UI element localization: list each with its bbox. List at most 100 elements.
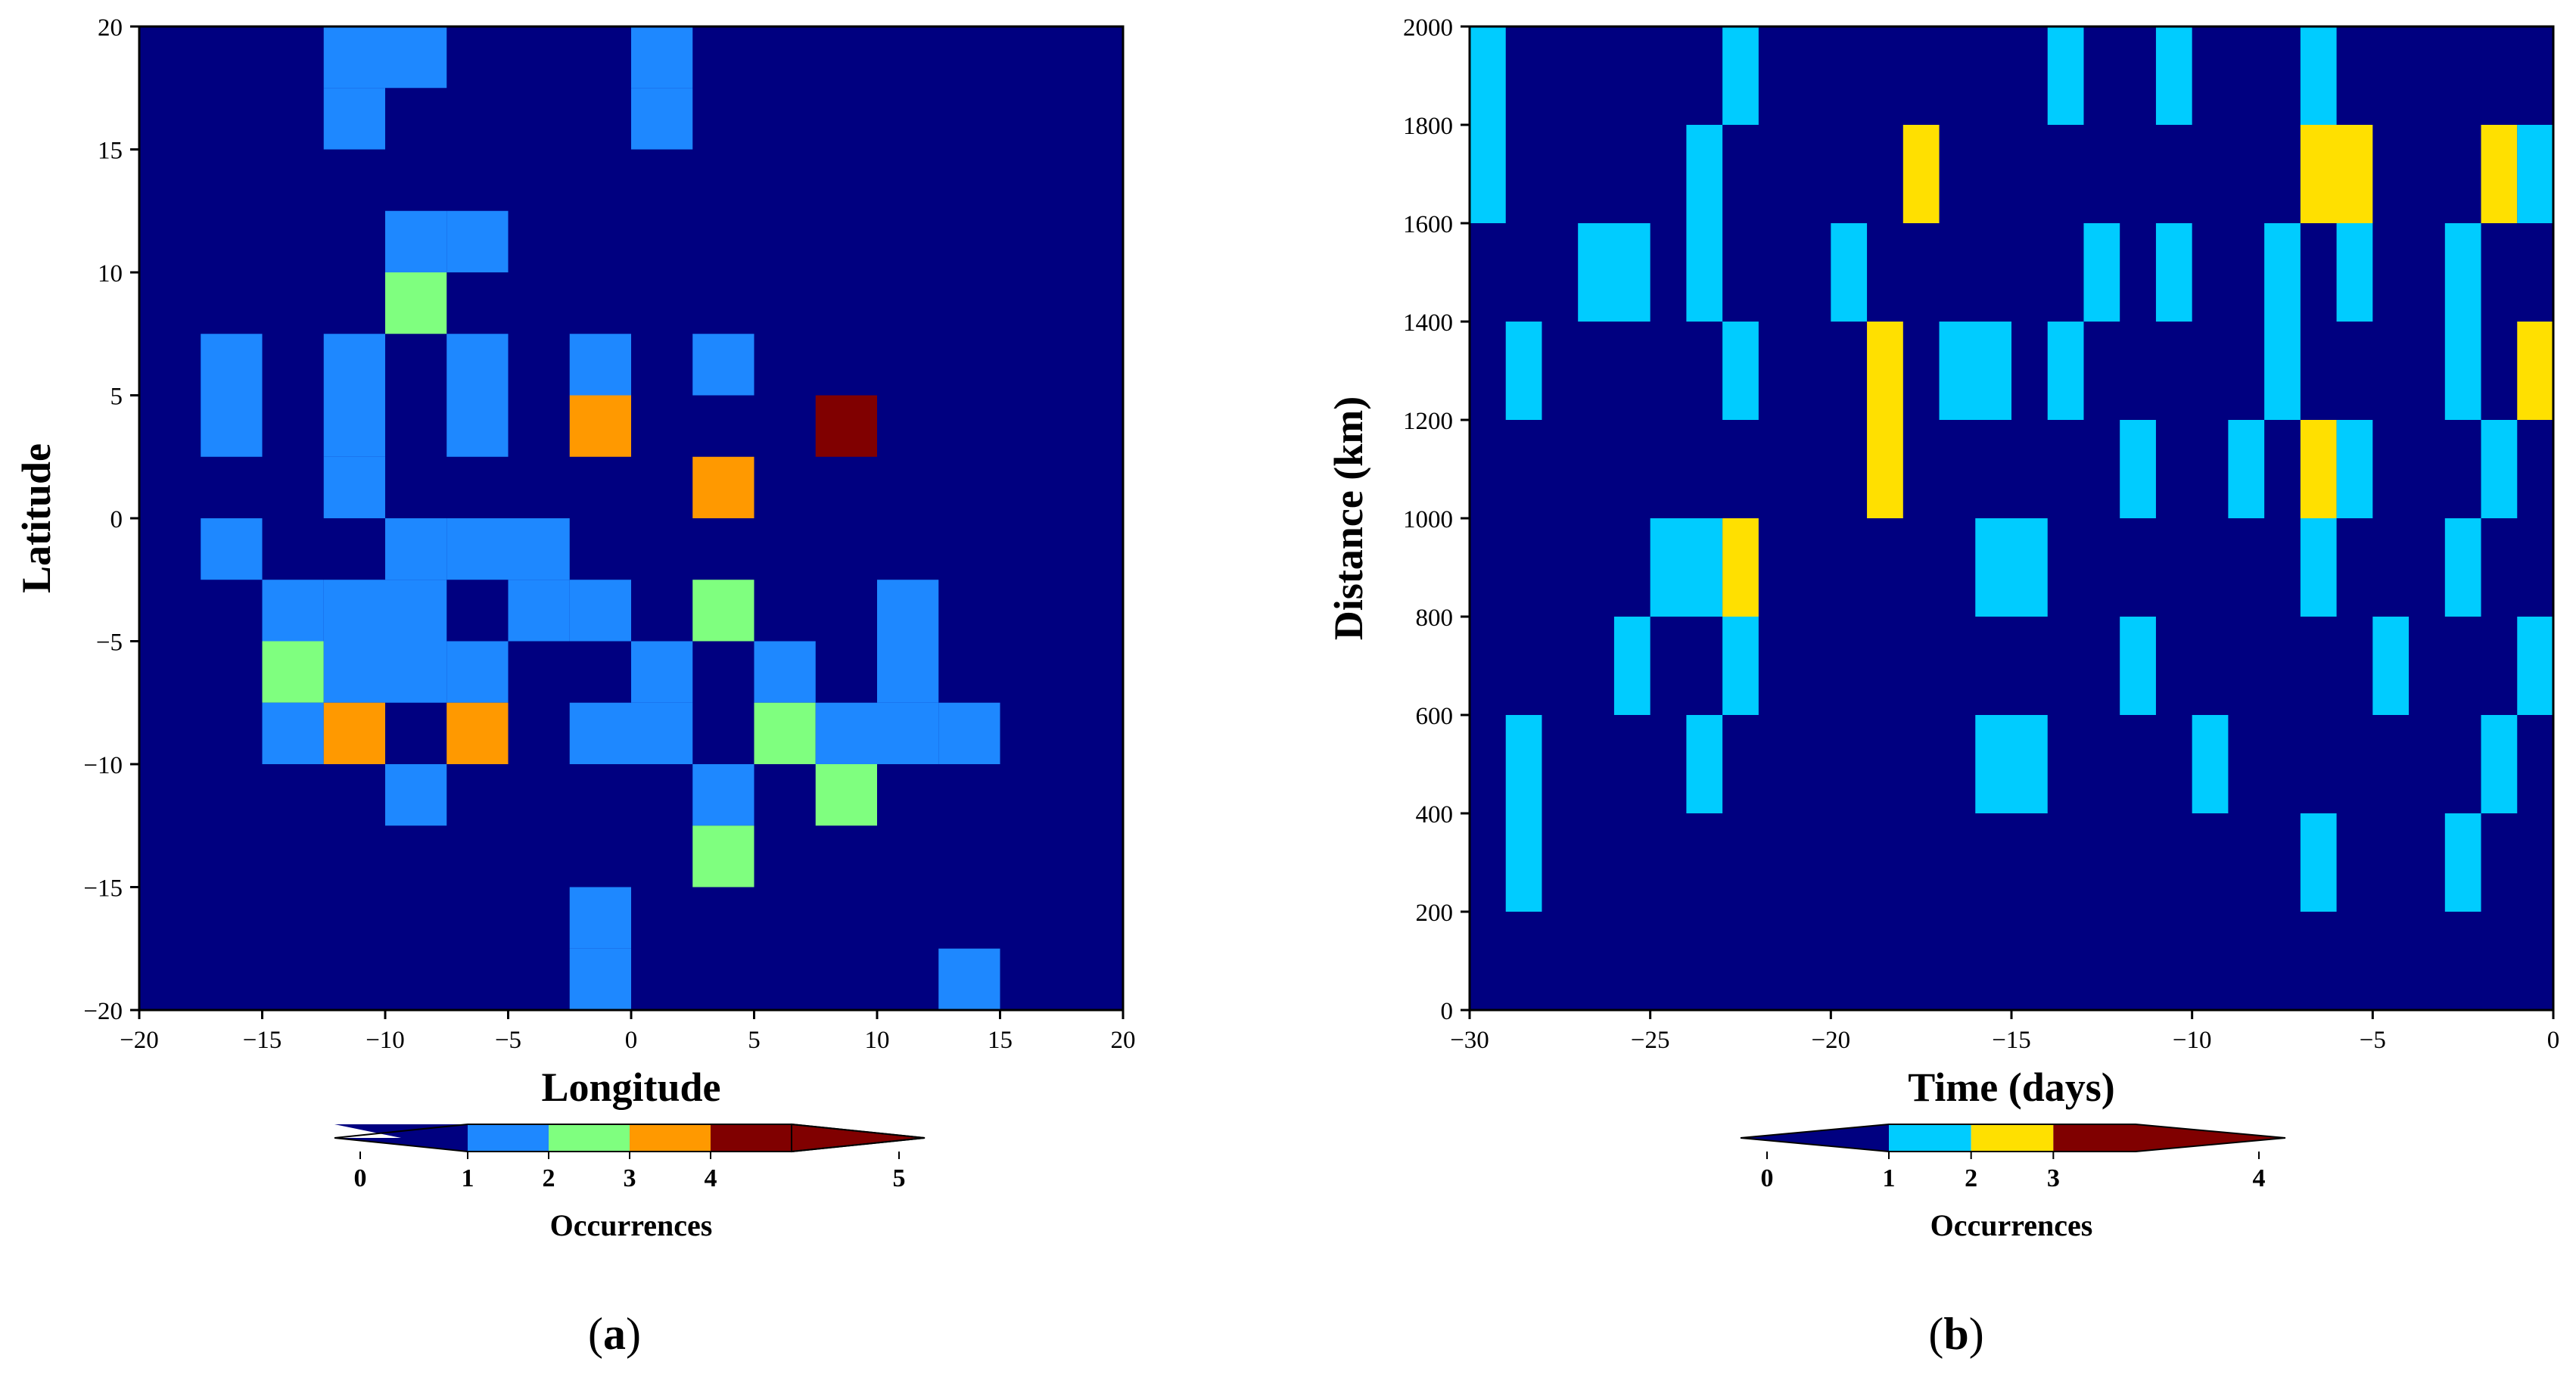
panel-a-cell <box>385 580 447 642</box>
panel-a-cell <box>323 88 385 150</box>
panel-a-cell <box>692 456 754 518</box>
panel-a-cell <box>446 702 509 764</box>
panel-b-cell <box>2444 813 2481 912</box>
panel-b-cell <box>2228 420 2265 518</box>
panel-b-cell <box>1939 322 2011 420</box>
panel-a-plot-background <box>139 26 1123 1010</box>
panel-b-cell <box>2300 518 2337 617</box>
panel-a-cell <box>262 702 324 764</box>
panel-b-x-tick-label: −5 <box>2360 1027 2386 1054</box>
panel-a-x-tick-label: 10 <box>865 1027 890 1054</box>
panel-b-x-tick-label: −10 <box>2173 1027 2212 1054</box>
panel-a-cell <box>385 210 447 272</box>
panel-a-cell <box>877 702 939 764</box>
panel-a-label: (a) <box>588 1309 641 1359</box>
panel-a-colorbar-tick-label: 2 <box>543 1164 555 1192</box>
panel-a-y-tick-label: 10 <box>98 260 123 288</box>
panel-b-cell <box>2336 420 2373 518</box>
panel-a-cell <box>938 948 1000 1010</box>
panel-b-y-axis-label: Distance (km) <box>1326 396 1371 640</box>
panel-b-y-tick-label: 2000 <box>1403 14 1453 42</box>
panel-a-colorbar-tick-label: 3 <box>624 1164 636 1192</box>
panel-b-x-axis-label: Time (days) <box>1908 1065 2115 1110</box>
panel-a-cell <box>323 641 385 703</box>
panel-b-x-axis: −30 −25 −20 −15 −10 −5 0 <box>1450 1010 2559 1054</box>
panel-b-cell <box>1722 26 1759 125</box>
panel-b-colorbar-segment <box>2053 1124 2136 1152</box>
panel-a-cell <box>262 641 324 703</box>
panel-b-colorbar-ticks: 0 1 2 3 4 <box>1761 1152 2266 1192</box>
panel-a-colorbar-tick-label: 1 <box>462 1164 474 1192</box>
panel-a-cell <box>569 887 631 949</box>
panel-b-cell <box>2372 617 2410 715</box>
panel-a-y-tick-label: 0 <box>110 506 123 533</box>
panel-b-cell <box>2120 617 2156 715</box>
panel-a-cell <box>385 764 447 826</box>
panel-a-colorbar-tick-label: 4 <box>705 1164 717 1192</box>
panel-b-cell <box>1470 26 1506 223</box>
panel-a-cell <box>385 641 447 703</box>
panel-b-cell <box>1686 715 1723 813</box>
panel-b-colorbar-tick-label: 3 <box>2047 1164 2060 1192</box>
panel-b-y-axis: 0 200 400 600 800 1000 1200 1400 1600 1800 2000 <box>1403 14 1470 1025</box>
panel-a-cell <box>877 580 939 642</box>
panel-b-cell <box>2300 813 2337 912</box>
panel-a-y-tick-label: 5 <box>110 384 123 411</box>
panel-b-cell <box>2517 125 2553 223</box>
panel-a-cell <box>692 580 754 642</box>
panel-b-cell <box>1505 322 1542 420</box>
panel-b-y-tick-label: 1800 <box>1403 113 1453 140</box>
panel-a-y-tick-label: −15 <box>83 875 123 903</box>
panel-a-x-tick-label: −15 <box>243 1027 282 1054</box>
panel-b-y-tick-label: 800 <box>1416 605 1454 632</box>
panel-a-x-tick-label: −5 <box>495 1027 521 1054</box>
panel-a-cell <box>201 334 263 396</box>
panel-a-cell <box>815 702 877 764</box>
panel-a-cell <box>446 334 509 396</box>
panel-a-cell <box>262 580 324 642</box>
panel-b-y-tick-label: 0 <box>1441 998 1454 1025</box>
panel-b-cell <box>2481 715 2518 813</box>
panel-b-cell <box>1613 617 1650 715</box>
panel-a-colorbar-extend-max <box>791 1123 926 1153</box>
panel-a-cell <box>692 764 754 826</box>
panel-a-y-axis-label: Latitude <box>14 443 59 593</box>
panel-b-cell <box>1722 617 1759 715</box>
panel-b-cell <box>2083 223 2120 322</box>
panel-a-cell <box>385 272 447 334</box>
panel-b-cell <box>2155 26 2192 125</box>
panel-b-cell <box>2264 223 2301 420</box>
panel-a-cell <box>508 580 570 642</box>
panel-a-colorbar-tick-label: 5 <box>893 1164 906 1192</box>
panel-b-x-tick-label: 0 <box>2547 1027 2560 1054</box>
panel-b-y-tick-label: 600 <box>1416 703 1454 730</box>
panel-a-cell <box>508 518 570 580</box>
panel-a-cell <box>754 641 816 703</box>
panel-a-x-tick-label: −10 <box>366 1027 405 1054</box>
panel-a-cell <box>569 395 631 457</box>
panel-b-colorbar-segment <box>1889 1124 1971 1152</box>
panel-b-cell <box>2300 420 2337 518</box>
panel-b-colorbar-tick-label: 1 <box>1883 1164 1896 1192</box>
panel-b-colorbar-tick-label: 2 <box>1965 1164 1977 1192</box>
panel-b-y-tick-label: 400 <box>1416 801 1454 828</box>
panel-b-cell <box>2120 420 2156 518</box>
panel-a-x-tick-label: 0 <box>625 1027 638 1054</box>
panel-a-cell <box>446 641 509 703</box>
panel-a-cell <box>385 518 447 580</box>
panel-a-colorbar-segment <box>549 1124 630 1152</box>
panel-a-cell <box>754 702 816 764</box>
panel-a-y-tick-label: −5 <box>96 629 123 657</box>
panel-a-colorbar-ticks: 0 1 2 3 4 5 <box>354 1152 906 1192</box>
panel-b-y-tick-label: 1400 <box>1403 309 1453 337</box>
panel-b-cell <box>2155 223 2192 322</box>
panel-b-cell <box>2300 125 2373 223</box>
panel-a-cell <box>323 26 385 89</box>
panel-a-y-tick-label: 20 <box>98 14 123 42</box>
panel-b-colorbar-label: Occurrences <box>1930 1208 2093 1242</box>
panel-b-x-tick-label: −15 <box>1992 1027 2031 1054</box>
panel-b-x-tick-label: −30 <box>1450 1027 1489 1054</box>
panel-a-cell <box>631 702 693 764</box>
panel-a-colorbar-label: Occurrences <box>550 1208 713 1242</box>
